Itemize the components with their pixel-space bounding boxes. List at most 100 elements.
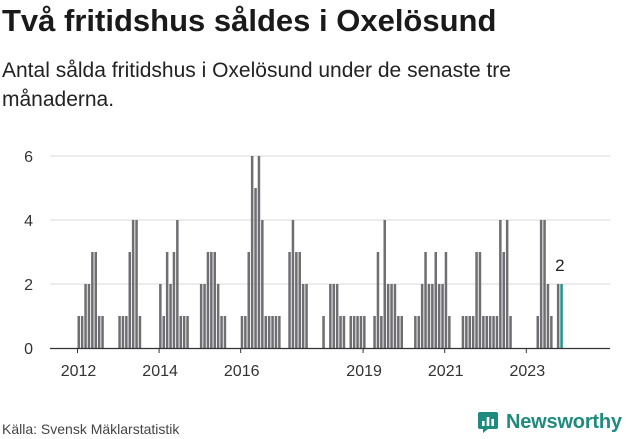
bar	[97, 316, 101, 348]
x-tick-label: 2019	[346, 363, 382, 380]
bar	[278, 316, 281, 348]
x-tick-label: 2014	[142, 363, 178, 380]
bar	[556, 284, 560, 348]
bar	[461, 316, 465, 348]
bar	[250, 156, 254, 348]
bar	[335, 284, 339, 348]
bar	[468, 316, 471, 348]
brand-name: Newsworthy	[506, 410, 622, 433]
bar	[427, 284, 431, 348]
bar	[437, 284, 441, 348]
bar	[210, 252, 213, 348]
bar	[80, 316, 84, 348]
bar	[240, 316, 244, 348]
bar	[84, 284, 87, 348]
bar	[244, 316, 247, 348]
bar	[495, 316, 499, 348]
bar	[339, 316, 342, 348]
bar	[291, 220, 295, 348]
chart-title: Två fritidshus såldes i Oxelösund	[2, 3, 497, 38]
bar	[424, 252, 427, 348]
bar	[91, 252, 94, 348]
bar	[546, 284, 550, 348]
bar	[380, 316, 383, 348]
bar	[383, 220, 386, 348]
bar	[431, 284, 434, 348]
bar	[162, 316, 165, 348]
bar	[505, 220, 509, 348]
bar	[400, 316, 403, 348]
bar	[492, 316, 495, 348]
bar	[101, 316, 104, 348]
bar	[179, 316, 182, 348]
annotations: 2	[555, 256, 564, 275]
bar	[478, 252, 482, 348]
bar	[448, 316, 451, 348]
bar	[543, 220, 546, 348]
bar	[128, 252, 131, 348]
bar	[182, 316, 186, 348]
bar	[359, 316, 363, 348]
bar-chart: 0 2 4 6 2012 2014 2016 2019 2021 2023 2	[24, 149, 610, 380]
bar	[393, 284, 397, 348]
bar	[257, 156, 261, 348]
y-axis-ticks: 0 2 4 6	[24, 149, 33, 358]
bar	[125, 316, 128, 348]
bar	[434, 252, 437, 348]
bar	[485, 316, 488, 348]
y-tick-label: 2	[24, 277, 33, 294]
bar	[386, 284, 390, 348]
bar	[342, 316, 346, 348]
y-tick-label: 6	[24, 149, 33, 166]
bar	[159, 284, 162, 348]
bar	[138, 316, 142, 348]
bar	[322, 316, 325, 348]
bar	[172, 252, 176, 348]
x-tick-label: 2021	[428, 363, 464, 380]
bar	[121, 316, 125, 348]
bar	[165, 252, 169, 348]
bar-chart-logo-icon	[478, 412, 498, 433]
bar	[216, 284, 220, 348]
bar	[420, 284, 424, 348]
x-tick-label: 2023	[510, 363, 546, 380]
bar	[488, 316, 492, 348]
bar	[94, 252, 97, 348]
bar	[536, 316, 539, 348]
bar	[169, 284, 172, 348]
bar	[417, 316, 420, 348]
x-tick-label: 2012	[61, 363, 97, 380]
bar	[301, 284, 305, 348]
bar	[471, 316, 475, 348]
bar	[135, 220, 138, 348]
y-tick-label: 4	[24, 213, 33, 230]
bar	[539, 220, 543, 348]
bar	[482, 316, 485, 348]
bar	[206, 252, 210, 348]
bar	[376, 252, 380, 348]
brand-logo[interactable]: Newsworthy	[476, 408, 622, 436]
bar	[131, 220, 135, 348]
bar	[271, 316, 274, 348]
bar	[363, 316, 366, 348]
chart-subtitle: Antal sålda fritidshus i Oxelösund under…	[2, 59, 511, 111]
bar	[203, 284, 206, 348]
bar	[118, 316, 121, 348]
bar	[77, 316, 80, 348]
bar	[288, 252, 291, 348]
bar	[499, 220, 502, 348]
bar	[267, 316, 271, 348]
x-tick-label: 2016	[224, 363, 260, 380]
bar	[295, 252, 298, 348]
bar	[264, 316, 267, 348]
bar	[509, 316, 512, 348]
bar	[414, 316, 417, 348]
x-axis-ticks: 2012 2014 2016 2019 2021 2023	[61, 348, 545, 380]
bar	[390, 284, 393, 348]
bar	[356, 316, 359, 348]
bar	[274, 316, 278, 348]
bar	[186, 316, 189, 348]
bar	[254, 188, 257, 348]
bar	[444, 252, 448, 348]
bar	[176, 220, 179, 348]
